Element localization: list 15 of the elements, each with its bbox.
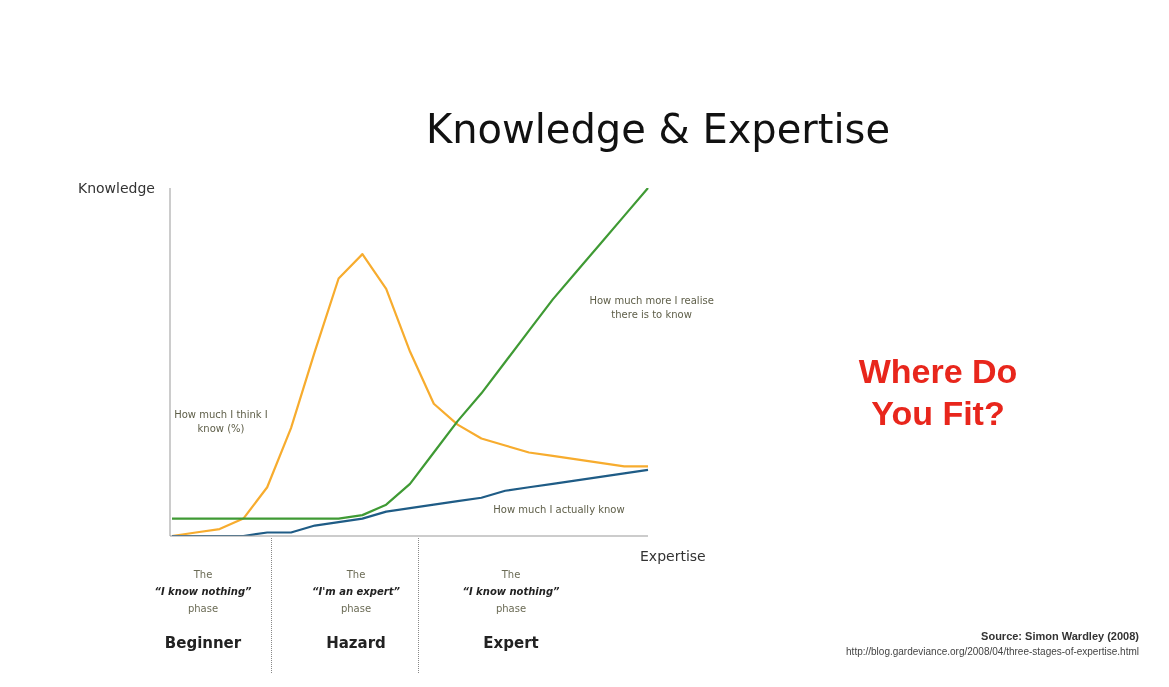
text: How much more I realise there is to know <box>589 294 714 320</box>
series-label: How much I think I know (%) <box>174 409 268 435</box>
text: Expert <box>482 634 540 652</box>
text: Hazard <box>325 634 387 652</box>
text: Beginner <box>163 634 243 652</box>
text: The “I know nothing” phase <box>153 568 253 616</box>
series-label: How much I actually know <box>493 504 625 516</box>
chart-title: Knowledge & Expertise <box>424 106 892 152</box>
y-axis-title: Knowledge <box>78 180 155 196</box>
text: The “I'm an expert” phase <box>311 568 401 616</box>
text: The “I know nothing” phase <box>461 568 561 616</box>
x-axis-title: Expertise <box>640 548 706 564</box>
text: Where Do You Fit? <box>857 351 1019 434</box>
source-note: Source: Simon Wardley (2008) <box>981 630 1139 642</box>
text: http://blog.gardeviance.org/2008/04/three-stages-of-expertise.html <box>846 646 1139 657</box>
